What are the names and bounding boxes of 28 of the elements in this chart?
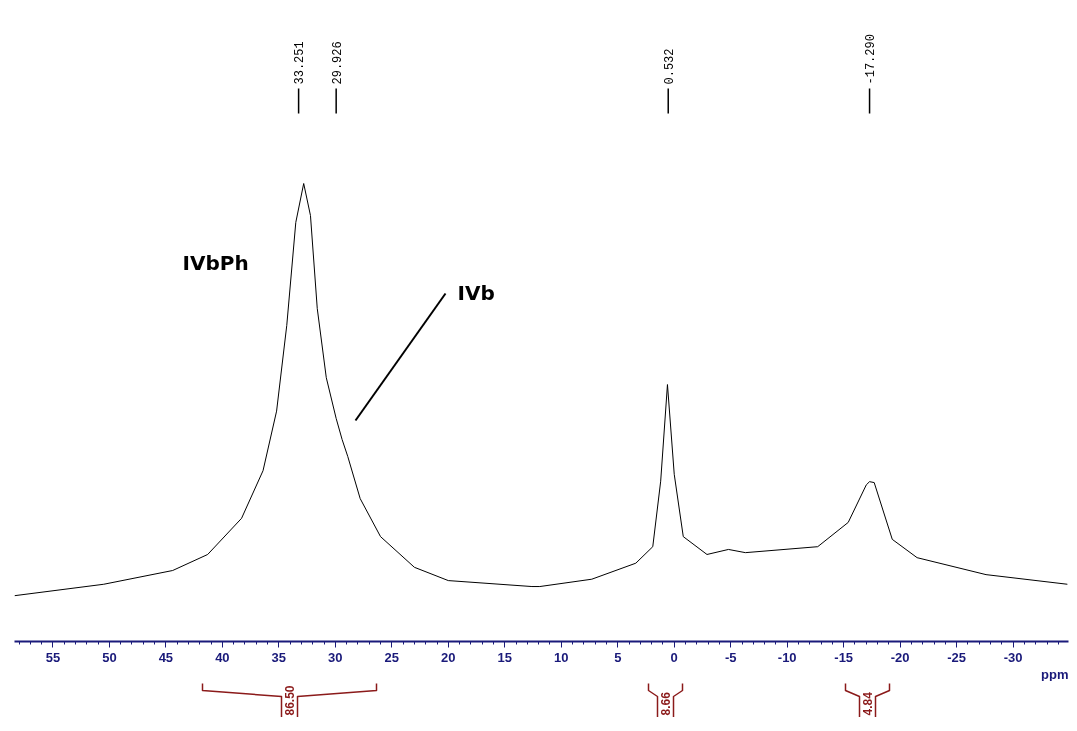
text: 4.84 [861,691,875,716]
x-tick-label: 5 [614,649,622,665]
text: 8.66 [659,691,673,716]
x-tick-label: 15 [497,649,513,665]
x-tick-label: -5 [724,649,737,665]
annotation: 0.532 [662,48,677,85]
x-tick-label: 10 [554,649,569,665]
x-tick-label: -30 [1003,649,1023,665]
annotation: 29.926 [330,41,345,85]
x-tick-label: 55 [45,649,61,665]
annotation: 33.251 [293,41,308,85]
x-tick-label: 50 [102,649,117,665]
x-tick-label: 40 [215,649,230,665]
x-tick-label: -20 [890,649,910,665]
x-tick-label: -25 [947,649,967,665]
x-tick-label: 45 [158,649,174,665]
annotation: IVb [457,280,495,305]
x-tick-label: 0 [670,649,678,665]
x-tick-label: 30 [328,649,343,665]
x-tick-label: 25 [384,649,400,665]
annotation: IVbPh [182,250,249,275]
x-axis-title: ppm [1041,666,1069,682]
annotation: -17.290 [864,34,879,85]
text: 86.50 [283,685,297,716]
x-tick-label: -10 [777,649,797,665]
x-tick-label: -15 [834,649,854,665]
x-tick-label: 20 [441,649,456,665]
x-tick-label: 35 [271,649,287,665]
